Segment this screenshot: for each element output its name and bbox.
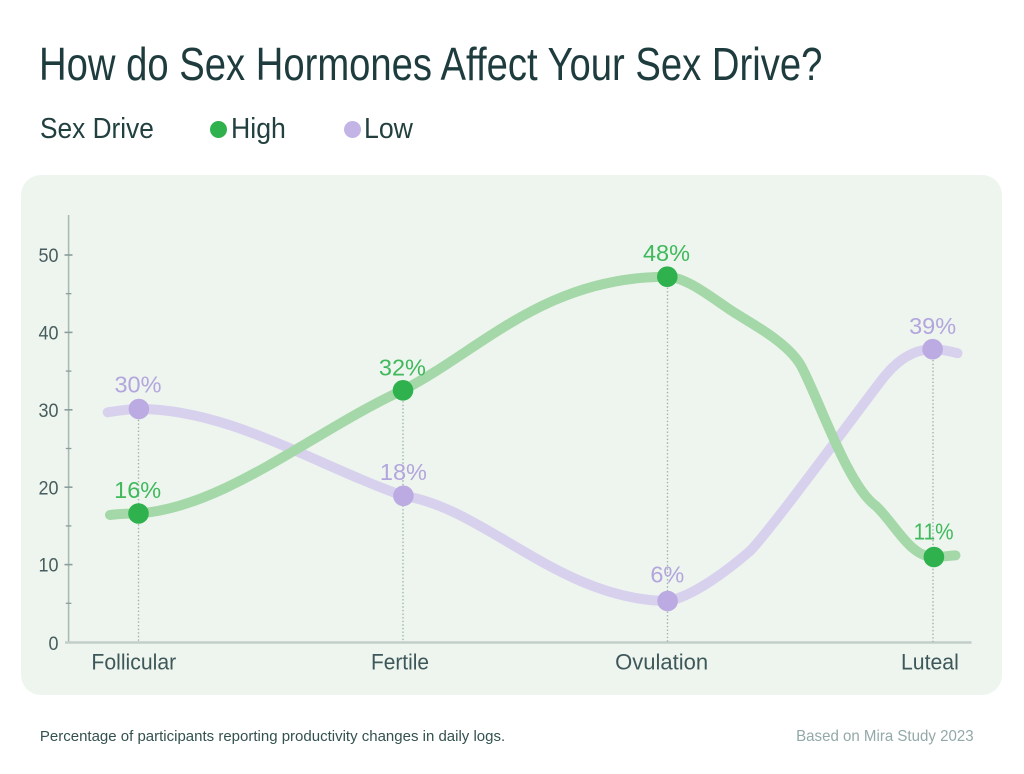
svg-text:50: 50 (39, 245, 59, 267)
svg-text:30: 30 (39, 400, 59, 422)
svg-text:Ovulation: Ovulation (615, 650, 708, 675)
svg-text:18%: 18% (380, 459, 427, 485)
svg-text:48%: 48% (643, 240, 690, 266)
svg-text:40: 40 (39, 323, 59, 345)
svg-text:30%: 30% (114, 372, 161, 398)
svg-text:11%: 11% (914, 519, 954, 545)
svg-text:0: 0 (49, 633, 59, 655)
svg-text:6%: 6% (650, 562, 684, 588)
svg-text:10: 10 (39, 555, 59, 577)
svg-text:16%: 16% (114, 477, 161, 503)
svg-text:Luteal: Luteal (901, 650, 959, 675)
svg-text:Follicular: Follicular (91, 650, 176, 675)
svg-text:Fertile: Fertile (371, 650, 429, 675)
svg-text:20: 20 (39, 477, 59, 499)
svg-text:32%: 32% (379, 354, 426, 380)
svg-text:39%: 39% (909, 313, 956, 339)
